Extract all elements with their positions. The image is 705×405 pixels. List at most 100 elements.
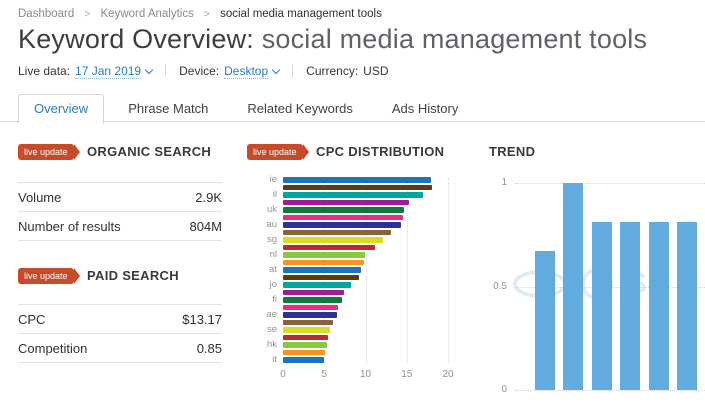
page-title-label: Keyword Overview: — [18, 24, 254, 54]
cpc-bar — [283, 297, 342, 303]
cpc-chart-row — [247, 199, 469, 207]
cpc-distribution-chart: ie il uk au sg nl at jo fi ae se hk it — [247, 174, 469, 365]
live-update-badge: live update — [18, 267, 80, 284]
cpc-bar — [283, 319, 334, 325]
trend-bar — [648, 222, 669, 390]
cpc-chart-row — [247, 244, 469, 252]
cpc-bar — [283, 192, 424, 198]
cpc-chart-row: hk — [247, 340, 469, 349]
cpc-x-tick-label: 0 — [280, 369, 286, 380]
meta-divider — [165, 64, 167, 77]
cpc-bar — [283, 229, 392, 235]
cpc-chart-row — [247, 334, 469, 342]
device-dropdown[interactable]: Desktop — [224, 64, 269, 79]
cpc-bar — [283, 259, 364, 265]
cpc-chart-row: ie — [247, 174, 469, 185]
tab-phrase-match[interactable]: Phrase Match — [128, 101, 209, 116]
table-row: Volume 2.9K — [18, 182, 222, 212]
live-data-date-dropdown[interactable]: 17 Jan 2019 — [75, 64, 142, 79]
cpc-bar — [283, 184, 432, 190]
cpc-bar — [283, 177, 431, 183]
cpc-chart-row — [247, 259, 469, 267]
meta-divider — [292, 64, 294, 77]
cpc-chart-row: fi — [247, 295, 469, 304]
cpc-country-label: at — [269, 264, 277, 275]
cpc-country-label: jo — [269, 279, 277, 290]
cpc-chart-row — [247, 184, 469, 192]
organic-search-table: Volume 2.9K Number of results 804M — [18, 182, 222, 241]
cpc-country-label: uk — [266, 204, 277, 215]
chevron-down-icon — [144, 65, 154, 75]
currency-value: USD — [363, 64, 389, 78]
cpc-x-tick-label: 20 — [442, 369, 454, 380]
competition-value: 0.85 — [147, 333, 222, 363]
cpc-bar — [283, 327, 331, 333]
trend-bar — [677, 222, 697, 390]
cpc-bar — [283, 244, 375, 250]
cpc-country-label: it — [272, 354, 277, 365]
cpc-country-label: il — [272, 189, 277, 200]
cpc-chart-row: ae — [247, 309, 469, 320]
cpc-bar — [283, 342, 327, 348]
cpc-country-label: ae — [266, 309, 277, 320]
cpc-chart-row: au — [247, 219, 469, 230]
cpc-bar — [283, 312, 337, 318]
cpc-bar — [283, 207, 405, 213]
chevron-down-icon — [271, 65, 281, 75]
currency-label: Currency: — [306, 64, 359, 78]
cpc-country-label: au — [266, 219, 277, 230]
trend-y-tick-label: 0 — [501, 384, 507, 395]
cpc-chart-row: at — [247, 264, 469, 275]
tab-related-keywords[interactable]: Related Keywords — [247, 101, 353, 116]
trend-y-tick-label: 0.5 — [493, 280, 507, 292]
breadcrumb-item-keyword-analytics[interactable]: Keyword Analytics — [100, 8, 194, 20]
breadcrumb-item-dashboard[interactable]: Dashboard — [18, 8, 75, 20]
breadcrumb-separator: > — [204, 9, 210, 20]
device-label: Device: — [179, 64, 220, 78]
trend-section: TREND SE C O E 10.50 — [489, 135, 705, 405]
trend-bar — [620, 222, 641, 390]
cpc-bar — [283, 304, 339, 310]
number-of-results-label: Number of results — [18, 211, 173, 241]
volume-label: Volume — [18, 182, 173, 212]
tab-ads-history[interactable]: Ads History — [391, 101, 459, 116]
cpc-chart-rows: ie il uk au sg nl at jo fi ae se hk it — [247, 174, 469, 365]
metrics-column: live update ORGANIC SEARCH Volume 2.9K N… — [18, 135, 222, 363]
cpc-chart-row: sg — [247, 235, 469, 244]
breadcrumb-item-current-keyword: social media management tools — [220, 8, 382, 20]
page-title: Keyword Overview: social media managemen… — [18, 24, 647, 55]
cpc-country-label: ie — [269, 174, 277, 185]
meta-bar: Live data: 17 Jan 2019 Device: Desktop Curre… — [18, 64, 389, 79]
live-update-badge: live update — [18, 143, 80, 160]
gridline — [515, 183, 705, 184]
cpc-bar — [283, 274, 359, 280]
cpc-bar — [283, 334, 328, 340]
trend-y-tick-label: 1 — [501, 177, 507, 188]
trend-bar — [535, 251, 555, 390]
cpc-chart-row: il — [247, 189, 469, 200]
cpc-country-label: nl — [269, 249, 277, 260]
cpc-bar — [283, 199, 410, 205]
cpc-bar — [283, 282, 352, 288]
cpc-distribution-section: live update CPC DISTRIBUTION ie il uk au sg n… — [247, 135, 469, 383]
trend-bar — [563, 183, 584, 390]
breadcrumb: Dashboard > Keyword Analytics > social m… — [18, 8, 382, 20]
cpc-chart-row — [247, 274, 469, 282]
cpc-bar — [283, 214, 403, 220]
cpc-chart-row: uk — [247, 204, 469, 215]
paid-search-title: PAID SEARCH — [87, 268, 179, 284]
cpc-value: $13.17 — [147, 304, 222, 334]
cpc-bar — [283, 222, 401, 228]
cpc-chart-row — [247, 214, 469, 222]
volume-value: 2.9K — [172, 182, 222, 212]
gridline — [365, 178, 367, 364]
organic-search-header: live update ORGANIC SEARCH — [18, 143, 222, 160]
cpc-chart-row — [247, 289, 469, 297]
tab-overview[interactable]: Overview — [18, 94, 105, 124]
cpc-bar — [283, 357, 325, 363]
cpc-bar — [283, 237, 383, 243]
table-row: CPC $13.17 — [18, 304, 222, 334]
cpc-x-tick-label: 5 — [321, 369, 328, 380]
cpc-chart-row — [247, 229, 469, 237]
cpc-chart-row: it — [247, 354, 469, 365]
